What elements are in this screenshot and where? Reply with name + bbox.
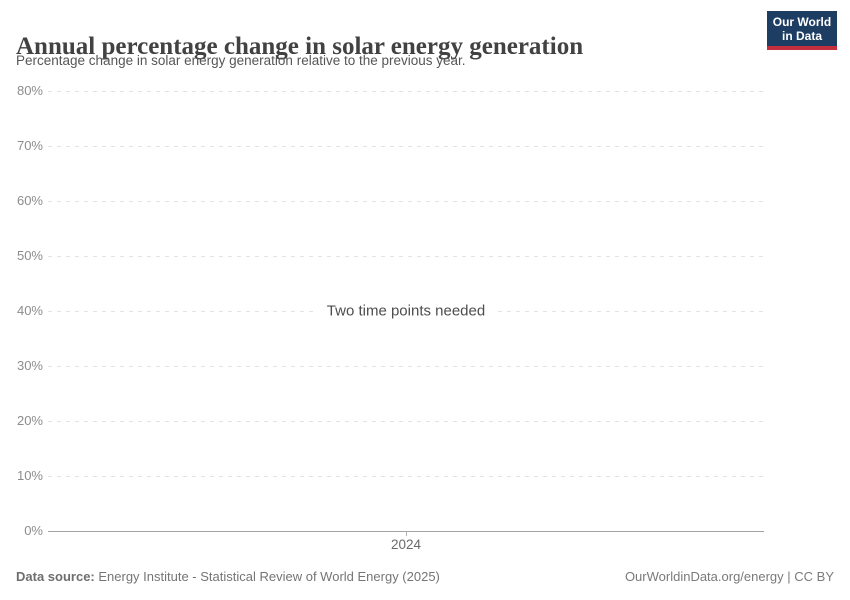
gridline (48, 421, 764, 422)
y-axis-tick-label: 40% (16, 303, 43, 318)
gridline (48, 146, 764, 147)
x-axis-tick-label: 2024 (390, 537, 422, 552)
gridline (48, 366, 764, 367)
gridline (48, 476, 764, 477)
y-axis-tick-label: 20% (16, 413, 43, 428)
gridline (48, 201, 764, 202)
empty-state-message: Two time points needed (314, 300, 498, 322)
y-axis-tick-label: 0% (24, 523, 43, 538)
attribution-link[interactable]: OurWorldinData.org/energy | CC BY (624, 569, 834, 584)
page-title: Annual percentage change in solar energy… (16, 32, 584, 60)
data-source-label: Data source: (16, 569, 95, 584)
gridline (48, 256, 764, 257)
chart-footer: Data source: Energy Institute - Statisti… (16, 569, 834, 585)
y-axis-tick-label: 80% (16, 83, 43, 98)
y-axis-tick-label: 50% (16, 248, 43, 263)
y-axis-tick-label: 30% (16, 358, 43, 373)
data-source-note: Data source: Energy Institute - Statisti… (16, 569, 440, 585)
x-axis-tick-mark (406, 531, 407, 536)
y-axis-tick-label: 60% (16, 193, 43, 208)
y-axis-tick-label: 10% (16, 468, 43, 483)
data-source-value: Energy Institute - Statistical Review of… (94, 569, 440, 584)
owid-logo[interactable]: Our World in Data (767, 11, 837, 50)
gridline (48, 91, 764, 92)
owid-logo-line2: in Data (781, 28, 822, 43)
owid-logo-line1: Our World (772, 14, 832, 29)
chart-subtitle: Percentage change in solar energy genera… (16, 53, 466, 68)
y-axis-tick-label: 70% (16, 138, 43, 153)
